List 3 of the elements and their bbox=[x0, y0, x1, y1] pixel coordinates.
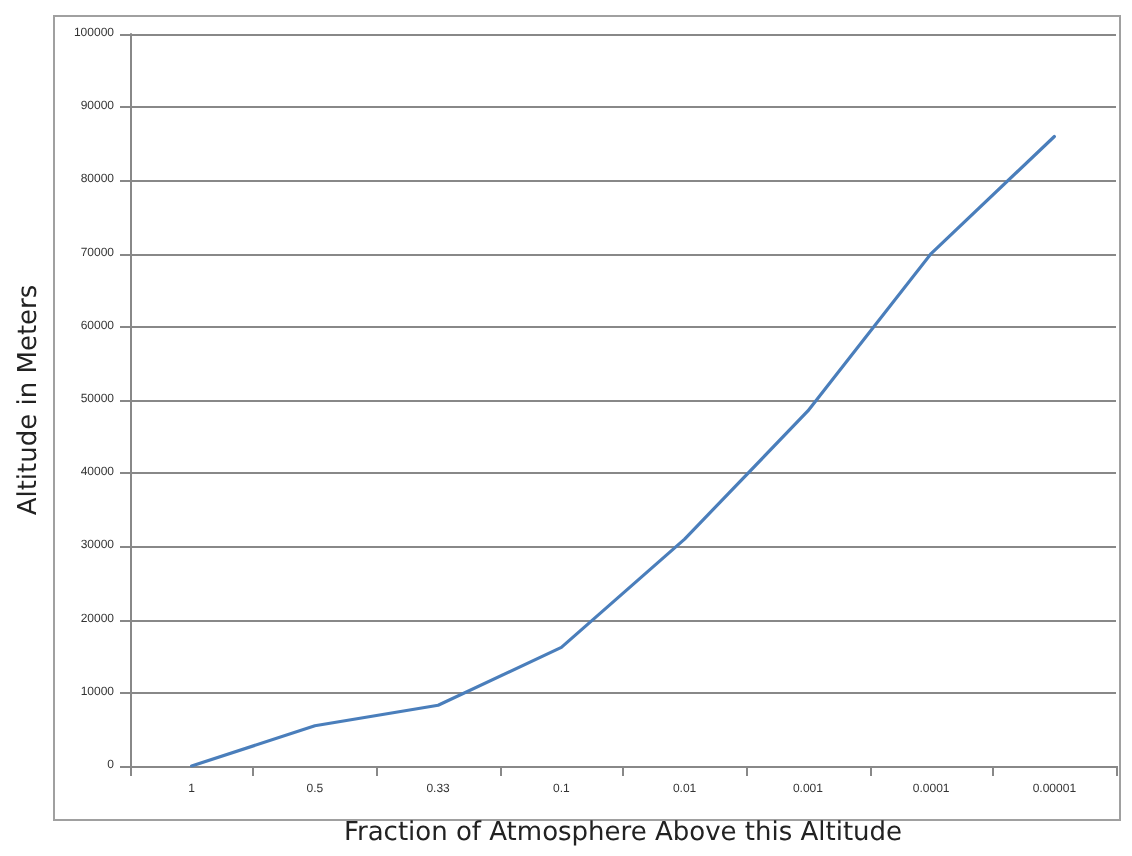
y-axis-title: Altitude in Meters bbox=[14, 284, 44, 516]
line-series bbox=[190, 134, 1056, 768]
x-axis-title: Fraction of Atmosphere Above this Altitude bbox=[343, 818, 903, 848]
